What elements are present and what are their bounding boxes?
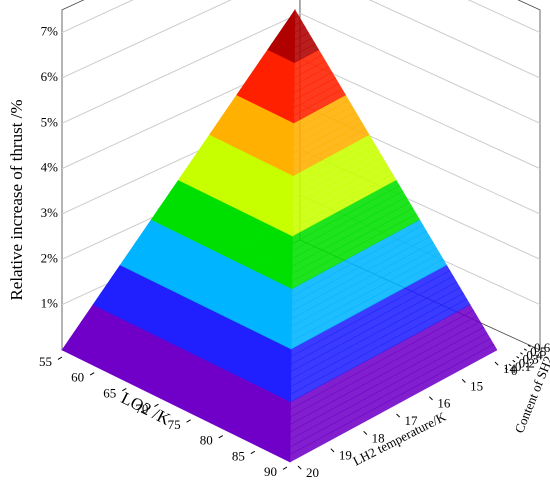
- tick-mark: [330, 448, 335, 453]
- z-tick-label: 2%: [41, 250, 59, 265]
- tick-mark: [461, 378, 466, 383]
- w-tick-label: 0.5: [530, 344, 546, 359]
- x-tick-label: 85: [232, 448, 245, 463]
- w-tick-label: 0.3: [523, 351, 539, 366]
- z-tick-label: 6%: [41, 69, 59, 84]
- grid-line: [61, 0, 134, 34]
- y-tick-label: 20: [306, 465, 319, 477]
- tick-mark: [512, 359, 516, 363]
- tick-mark: [516, 356, 520, 359]
- z-tick-label: 7%: [41, 24, 59, 39]
- z-axis-title: Relative increase of thrust /%: [7, 99, 26, 300]
- tick-mark: [186, 419, 191, 423]
- z-tick-label: 4%: [41, 160, 59, 175]
- grid-line: [299, 12, 541, 124]
- grid-line: [61, 0, 232, 79]
- surface-band: [294, 8, 299, 18]
- x-tick-label: 60: [71, 370, 84, 385]
- x-tick-label: 55: [39, 354, 52, 369]
- w-tick-label: 0.2: [519, 355, 535, 370]
- tick-mark: [89, 372, 95, 376]
- z-tick-label: 5%: [41, 114, 59, 129]
- x-tick-label: 80: [200, 433, 213, 448]
- tick-mark: [122, 387, 127, 392]
- x-tick-label: 75: [168, 417, 181, 432]
- tick-mark: [218, 435, 223, 439]
- y-tick-label: 17: [405, 413, 419, 428]
- grid-line: [368, 0, 541, 79]
- y-tick-label: 18: [372, 430, 385, 445]
- grid-line: [61, 12, 301, 124]
- y-tick-label: 15: [470, 378, 483, 393]
- z-tick-label: 3%: [41, 205, 59, 220]
- tick-mark: [508, 363, 512, 367]
- y-tick-label: 14: [503, 361, 517, 376]
- tick-mark: [494, 361, 499, 366]
- tick-mark: [523, 348, 527, 351]
- grid-line: [299, 58, 541, 170]
- y-tick-label: 16: [437, 396, 451, 411]
- w-tick-label: 0.4: [526, 348, 543, 363]
- grid-line: [467, 0, 541, 34]
- w-tick-label: 0.1: [515, 359, 531, 374]
- w-tick-label: 0.6: [534, 340, 550, 355]
- z-tick-label: 1%: [41, 296, 59, 311]
- tick-mark: [504, 367, 508, 371]
- tick-mark: [428, 396, 433, 401]
- tick-mark: [57, 356, 63, 360]
- tick-mark: [297, 465, 302, 470]
- tick-mark: [520, 352, 524, 355]
- tick-mark: [396, 413, 401, 418]
- w-tick-label: 0: [511, 363, 518, 378]
- tick-mark: [250, 450, 256, 455]
- x-tick-label: 70: [135, 401, 148, 416]
- tick-mark: [363, 430, 368, 435]
- tick-mark: [527, 344, 531, 348]
- y-tick-label: 19: [339, 448, 352, 463]
- x-tick-label: 65: [103, 385, 116, 400]
- x-tick-label: 90: [264, 464, 277, 477]
- tick-mark: [154, 403, 159, 407]
- tick-mark: [282, 466, 288, 470]
